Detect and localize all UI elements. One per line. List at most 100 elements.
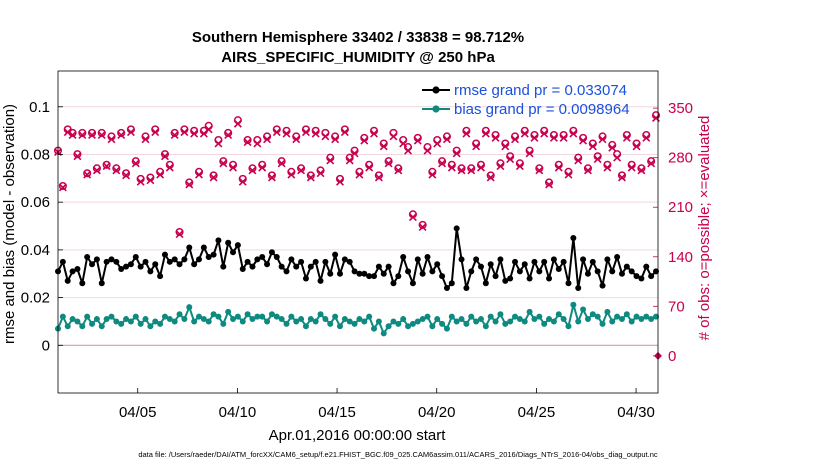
bias-point — [322, 316, 329, 323]
bias-point — [74, 318, 81, 325]
obs-possible-point — [272, 125, 281, 134]
rmse-point — [268, 249, 275, 256]
obs-possible-point — [228, 160, 238, 169]
bias-point — [157, 320, 164, 327]
obs-possible-point — [233, 116, 242, 125]
rmse-point — [69, 268, 76, 275]
bias-point — [234, 313, 241, 320]
obs-evaluated-point — [467, 166, 476, 175]
rmse-point — [74, 265, 81, 272]
rmse-point — [312, 258, 319, 265]
obs-possible-point — [617, 171, 627, 180]
obs-evaluated-point — [219, 159, 228, 168]
obs-possible-point — [384, 157, 393, 166]
rmse-point — [599, 282, 606, 289]
x-tick-label: 04/20 — [418, 404, 456, 421]
obs-possible-point — [554, 160, 563, 169]
rmse-point — [653, 268, 660, 275]
rmse-point — [264, 261, 271, 268]
obs-possible-point — [83, 169, 92, 178]
obs-evaluated-point — [545, 180, 554, 189]
obs-evaluated-point — [175, 230, 184, 239]
bias-point — [614, 313, 621, 320]
bias-point — [424, 313, 431, 320]
rmse-point — [220, 263, 227, 270]
obs-possible-point — [544, 178, 554, 187]
obs-evaluated-point — [248, 166, 257, 175]
obs-possible-point — [146, 173, 155, 182]
obs-possible-point — [559, 130, 568, 140]
bias-point — [516, 316, 523, 323]
rmse-point — [288, 256, 295, 263]
y2-axis-ticks: 0 70 140 210 280 350 — [653, 100, 693, 365]
obs-possible-point — [238, 174, 247, 183]
obs-possible-point — [501, 139, 510, 148]
rmse-point — [123, 263, 130, 270]
rmse-point — [351, 268, 358, 275]
obs-possible-point — [345, 153, 354, 162]
obs-possible-point — [583, 164, 592, 173]
obs-evaluated-point — [535, 166, 544, 175]
obs-possible-point — [404, 143, 413, 152]
y-tick-label: 0 — [42, 337, 50, 354]
bias-point — [521, 318, 528, 325]
bias-point — [317, 311, 324, 318]
rmse-point — [628, 268, 635, 275]
obs-evaluated-point — [394, 166, 403, 175]
obs-possible-point — [423, 143, 432, 152]
bias-point — [312, 318, 319, 325]
rmse-point — [380, 270, 387, 277]
bias-point — [618, 316, 625, 323]
bias-point — [497, 311, 504, 318]
obs-possible-point — [491, 130, 500, 140]
x-tick-label: 04/30 — [617, 404, 655, 421]
obs-evaluated-point — [83, 170, 92, 179]
obs-possible-point — [549, 130, 558, 140]
obs-possible-point — [311, 126, 320, 135]
rmse-point — [560, 258, 567, 265]
bias-point — [152, 318, 159, 325]
rmse-point — [419, 270, 426, 277]
bias-point — [536, 313, 543, 320]
obs-possible-point — [209, 171, 218, 180]
obs-evaluated-point — [68, 131, 77, 140]
bias-point — [487, 313, 494, 320]
obs-possible-point — [248, 164, 257, 173]
obs-evaluated-point — [267, 173, 276, 182]
rmse-point — [409, 280, 416, 287]
rmse-point — [278, 263, 285, 270]
bias-point — [171, 318, 178, 325]
bias-point — [599, 320, 606, 327]
bias-point — [356, 316, 363, 323]
rmse-point — [424, 254, 431, 261]
obs-possible-point — [540, 126, 549, 135]
rmse-point — [103, 258, 110, 265]
bias-point — [434, 316, 441, 323]
bias-point — [580, 306, 587, 313]
rmse-point — [516, 268, 523, 275]
bias-point — [161, 313, 168, 320]
obs-possible-point — [297, 164, 306, 173]
rmse-point — [79, 280, 86, 287]
obs-possible-point — [564, 167, 573, 176]
obs-evaluated-point — [185, 180, 194, 189]
rmse-point — [147, 268, 154, 275]
rmse-point — [414, 256, 421, 263]
obs-evaluated-point — [438, 159, 447, 168]
obs-possible-point — [126, 125, 135, 134]
bias-point — [210, 311, 217, 318]
obs-evaluated-point — [297, 166, 306, 175]
obs-possible-point — [413, 133, 422, 142]
bias-point — [550, 318, 557, 325]
bias-point — [59, 313, 66, 320]
bias-point — [259, 313, 266, 320]
obs-possible-point — [136, 174, 145, 183]
rmse-point — [171, 256, 178, 263]
rmse-point — [521, 261, 528, 268]
rmse-point — [638, 275, 645, 282]
rmse-point — [254, 256, 261, 263]
rmse-point — [157, 273, 164, 280]
rmse-point — [371, 273, 378, 280]
bias-point — [273, 313, 280, 320]
bias-point — [89, 320, 96, 327]
